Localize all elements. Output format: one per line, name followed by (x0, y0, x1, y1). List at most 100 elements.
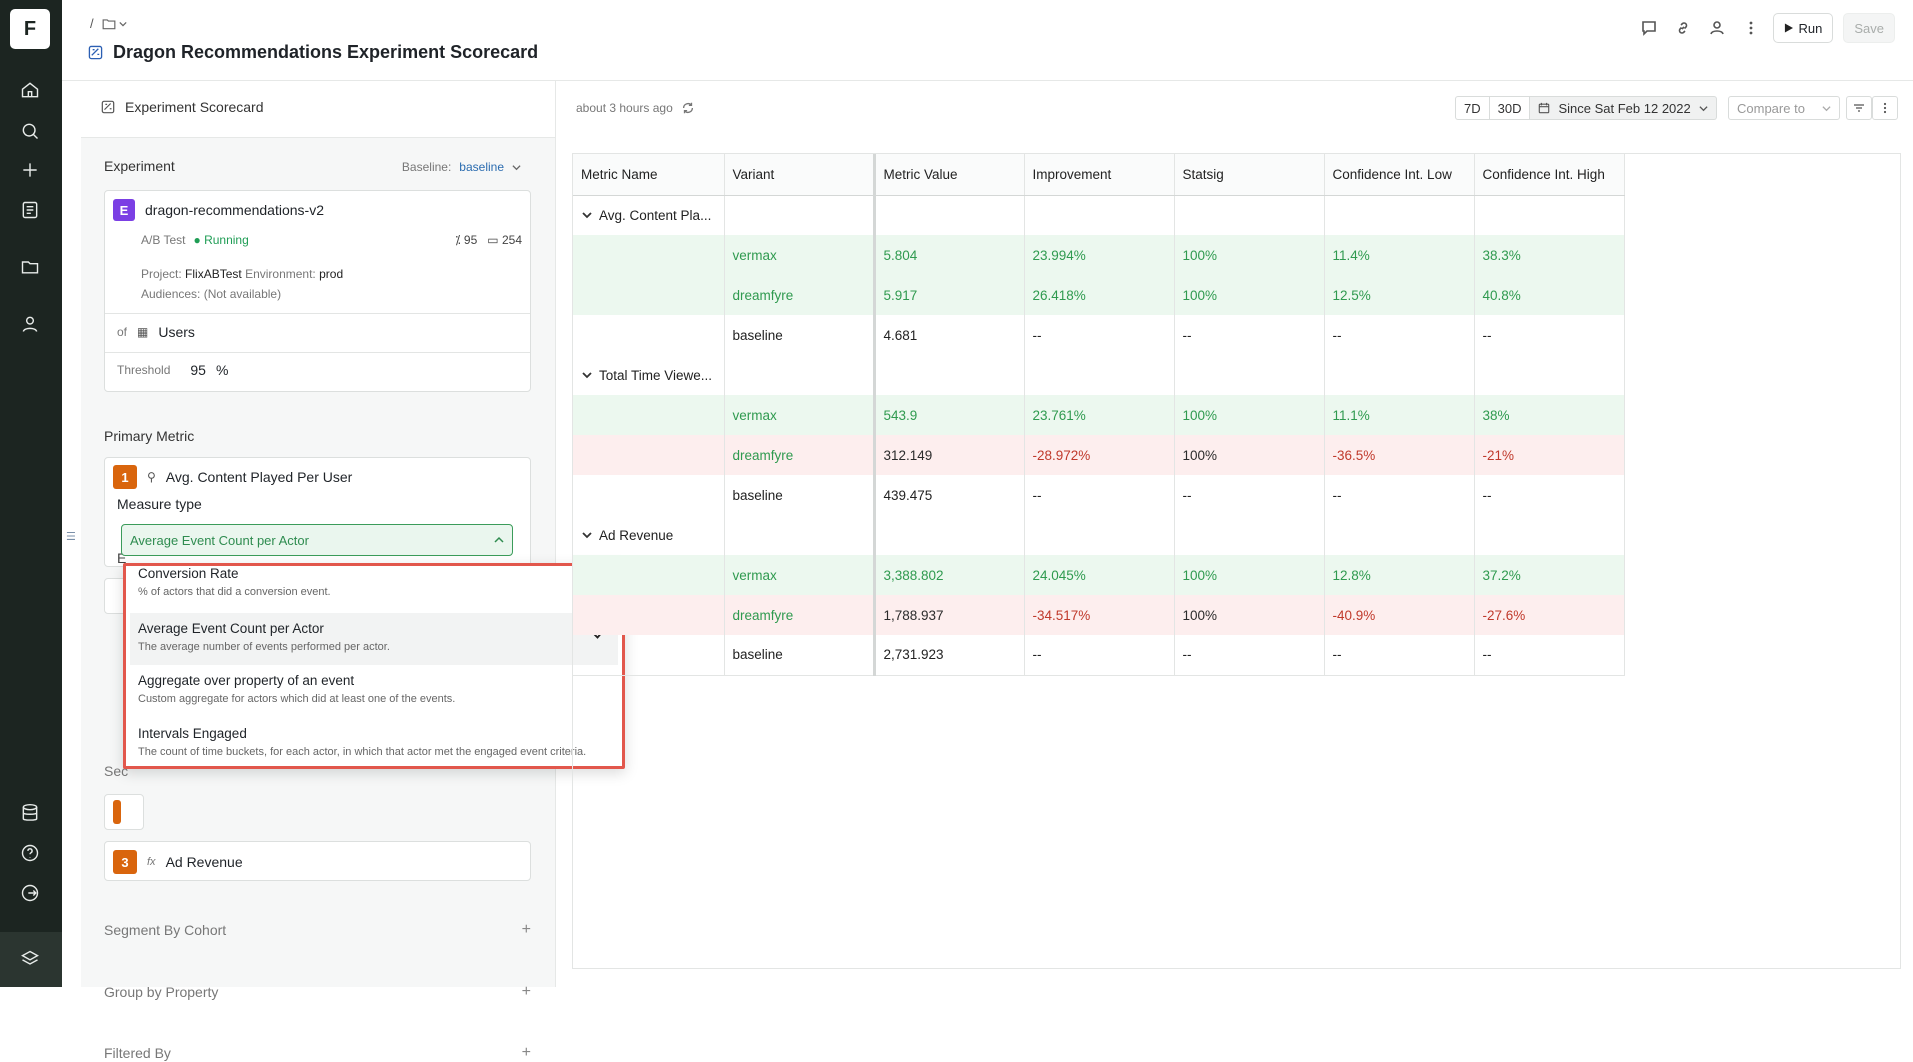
table-row[interactable]: baseline 439.475 -- -- -- -- (573, 475, 1625, 515)
table-row[interactable]: vermax 543.9 23.761% 100% 11.1% 38% (573, 395, 1625, 435)
compare-select[interactable]: Compare to (1728, 96, 1840, 120)
menu-option-aggregate-property[interactable]: Aggregate over property of an event Cust… (130, 667, 618, 717)
run-button[interactable]: Run (1772, 13, 1834, 43)
table-row[interactable]: baseline 2,731.923 -- -- -- -- (573, 635, 1625, 676)
metric-group-cell[interactable]: Ad Revenue (573, 515, 725, 555)
column-header[interactable]: Confidence Int. High (1474, 154, 1625, 196)
statsig-cell: -- (1174, 315, 1325, 355)
more-vertical-icon[interactable] (1739, 14, 1763, 42)
plus-icon[interactable]: + (521, 983, 531, 1000)
user-icon[interactable] (19, 313, 41, 335)
layers-icon[interactable] (19, 948, 41, 970)
database-icon[interactable] (19, 802, 41, 824)
logout-icon[interactable] (19, 882, 41, 904)
metric-group-cell[interactable]: Avg. Content Pla... (573, 195, 725, 235)
reports-icon[interactable] (19, 199, 41, 221)
table-cell (1324, 355, 1475, 395)
menu-option-conversion-rate[interactable]: Conversion Rate % of actors that did a c… (130, 562, 618, 612)
workspace-switcher[interactable] (0, 932, 62, 987)
table-cell (1474, 515, 1625, 555)
ci-high-cell: 38.3% (1474, 235, 1625, 275)
filter-label: Filtered By (104, 1045, 171, 1061)
primary-metric-header[interactable]: 1 ⚲ Avg. Content Played Per User (113, 465, 352, 489)
results-table: Metric Name Variant Metric Value Improve… (573, 154, 1625, 676)
table-cell (1024, 515, 1175, 555)
range-since-button[interactable]: Since Sat Feb 12 2022 (1530, 96, 1717, 120)
table-cell (724, 355, 876, 395)
table-group-row[interactable]: Ad Revenue (573, 515, 1625, 555)
variant-cell: baseline (724, 475, 876, 515)
segment-by-cohort[interactable]: Segment By Cohort + (104, 921, 531, 939)
drag-handle-icon[interactable]: ☰ (66, 531, 76, 543)
table-row[interactable]: dreamfyre 1,788.937 -34.517% 100% -40.9% -27.… (573, 595, 1625, 635)
secondary-metric-2-card[interactable] (104, 794, 144, 830)
table-row[interactable]: dreamfyre 5.917 26.418% 100% 12.5% 40.8% (573, 275, 1625, 315)
actor-selector[interactable]: of ▦ Users (117, 324, 195, 340)
search-icon[interactable] (19, 120, 41, 142)
table-row[interactable]: vermax 3,388.802 24.045% 100% 12.8% 37.2% (573, 555, 1625, 595)
app-logo[interactable]: F (10, 9, 50, 49)
measure-type-select[interactable]: Average Event Count per Actor (121, 524, 513, 556)
menu-option-intervals-engaged[interactable]: Intervals Engaged The count of time buck… (130, 720, 618, 770)
table-row[interactable]: baseline 4.681 -- -- -- -- (573, 315, 1625, 355)
column-header[interactable]: Improvement (1024, 154, 1175, 196)
table-cell (874, 195, 1025, 235)
save-button[interactable]: Save (1843, 13, 1895, 43)
column-header[interactable]: Statsig (1174, 154, 1325, 196)
metric-group-cell[interactable]: Total Time Viewe... (573, 355, 725, 395)
help-icon[interactable] (19, 842, 41, 864)
column-header[interactable]: Metric Value (874, 154, 1025, 196)
column-header[interactable]: Variant (724, 154, 876, 196)
column-header[interactable]: Confidence Int. Low (1324, 154, 1475, 196)
table-cell (1024, 355, 1175, 395)
env-label: Environment: (245, 267, 316, 281)
plus-icon[interactable]: + (521, 921, 531, 938)
table-group-row[interactable]: Avg. Content Pla... (573, 195, 1625, 235)
results-table-container: Metric Name Variant Metric Value Improve… (572, 153, 1901, 969)
experiment-project-row: Project: FlixABTest Environment: prod (141, 267, 343, 281)
statsig-cell: 100% (1174, 235, 1325, 275)
primary-metric-name: Avg. Content Played Per User (165, 469, 353, 485)
filter-button[interactable] (1846, 96, 1872, 120)
ci-low-cell: 11.4% (1324, 235, 1475, 275)
baseline-selector[interactable]: Baseline: baseline (402, 160, 521, 174)
plus-icon[interactable] (19, 159, 41, 181)
secondary-metric-3-card[interactable]: 3 fx Ad Revenue (104, 841, 531, 881)
breadcrumb: / (90, 16, 127, 31)
comment-icon[interactable] (1637, 14, 1661, 42)
table-row[interactable]: vermax 5.804 23.994% 100% 11.4% 38.3% (573, 235, 1625, 275)
panel-tab[interactable]: Experiment Scorecard (101, 99, 264, 115)
measure-type-menu: Conversion Rate % of actors that did a c… (123, 563, 625, 769)
folder-picker[interactable] (102, 18, 127, 30)
experiment-stats: ⁒ 95 ▭ 254 (455, 233, 522, 247)
actor-value: Users (158, 324, 195, 340)
improvement-cell: -- (1024, 315, 1175, 355)
table-icon: ▦ (137, 325, 149, 339)
table-cell (1324, 195, 1475, 235)
column-header[interactable]: Metric Name (573, 154, 725, 196)
group-by-property[interactable]: Group by Property + (104, 983, 531, 1001)
improvement-cell: -- (1024, 635, 1175, 676)
threshold-input[interactable]: 95 (190, 362, 206, 378)
plus-icon[interactable]: + (521, 1044, 531, 1061)
range-7d-button[interactable]: 7D (1455, 96, 1490, 120)
chevron-down-icon[interactable] (581, 369, 593, 381)
more-options-button[interactable] (1872, 96, 1898, 120)
metric-group-name: Avg. Content Pla... (599, 207, 712, 223)
share-users-icon[interactable] (1705, 14, 1729, 42)
chevron-down-icon[interactable] (581, 209, 593, 221)
home-icon[interactable] (19, 79, 41, 101)
baseline-value: baseline (459, 160, 504, 174)
filtered-by[interactable]: Filtered By + (104, 1044, 531, 1062)
variant-cell: baseline (724, 315, 876, 355)
folder-icon[interactable] (19, 256, 41, 278)
experiment-header[interactable]: E dragon-recommendations-v2 (113, 199, 324, 221)
page-title: Dragon Recommendations Experiment Scorec… (113, 42, 539, 62)
range-30d-button[interactable]: 30D (1489, 96, 1531, 120)
link-icon[interactable] (1671, 14, 1695, 42)
variant-cell: baseline (724, 635, 876, 676)
table-group-row[interactable]: Total Time Viewe... (573, 355, 1625, 395)
menu-option-average-event-count[interactable]: Average Event Count per Actor The averag… (130, 613, 618, 665)
table-row[interactable]: dreamfyre 312.149 -28.972% 100% -36.5% -21% (573, 435, 1625, 475)
chevron-down-icon[interactable] (581, 529, 593, 541)
